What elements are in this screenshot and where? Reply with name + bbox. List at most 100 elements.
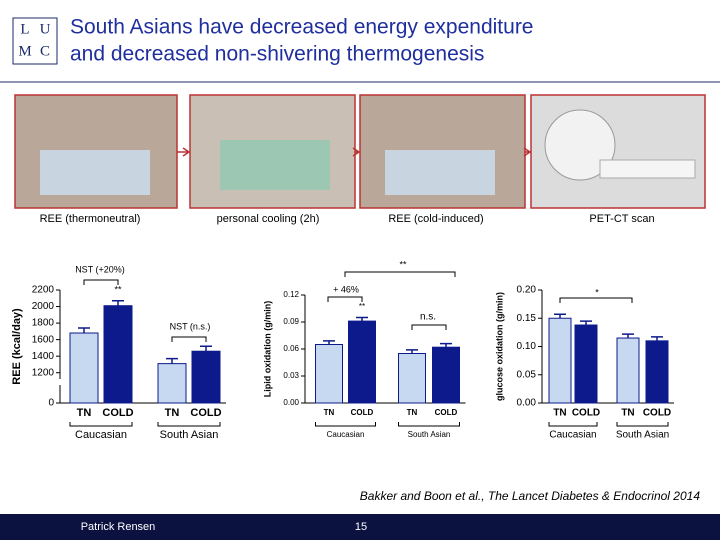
x-tick-label: COLD	[102, 407, 133, 419]
slide-title: and decreased non-shivering thermogenesi…	[70, 43, 484, 66]
y-tick-label: 0.10	[517, 341, 537, 352]
error-bar	[622, 333, 634, 339]
x-tick-label: COLD	[435, 408, 458, 417]
error-bar	[200, 345, 212, 352]
photo-detail	[385, 150, 495, 195]
group-label: Caucasian	[549, 430, 596, 441]
significance-bracket	[83, 279, 119, 285]
y-tick-label: 0.15	[517, 313, 537, 324]
arrow	[177, 147, 191, 157]
x-tick-label: TN	[621, 408, 634, 419]
group-bracket	[548, 422, 598, 427]
significance-bracket	[344, 271, 456, 277]
y-tick-label: 0.00	[517, 398, 537, 409]
y-tick-label: 1800	[32, 318, 55, 329]
arrow	[352, 147, 361, 157]
error-bar	[78, 327, 90, 334]
y-tick-label: 2000	[32, 301, 55, 312]
photo-caption: REE (thermoneutral)	[40, 213, 141, 225]
bar	[315, 344, 343, 404]
y-tick-label: 0.06	[283, 344, 299, 353]
annotation: n.s.	[420, 312, 436, 323]
annotation: **	[359, 302, 365, 311]
photo-detail	[599, 159, 696, 179]
bar	[191, 350, 221, 404]
annotation: **	[399, 259, 407, 269]
photo-detail	[220, 140, 330, 190]
x-tick-label: COLD	[351, 408, 374, 417]
bar	[574, 324, 598, 404]
y-tick-label: 2200	[32, 285, 55, 296]
bar	[645, 340, 669, 404]
photo-caption: REE (cold-induced)	[388, 213, 483, 225]
photos	[14, 94, 706, 209]
group-label: Caucasian	[327, 430, 365, 439]
photo-detail	[544, 109, 616, 181]
logo-letter: C	[40, 43, 50, 59]
group-bracket	[398, 422, 460, 427]
y-tick-label: 0.05	[517, 369, 537, 380]
significance-bracket	[411, 324, 447, 330]
x-tick-label: TN	[77, 407, 92, 419]
bar	[398, 353, 426, 404]
annotation: NST (+20%)	[75, 264, 125, 274]
bar	[432, 346, 460, 404]
axis-break	[54, 379, 230, 385]
error-bar	[166, 357, 178, 364]
bar	[616, 337, 640, 404]
y-tick-label: 1600	[32, 334, 55, 345]
y-tick-label: 0	[48, 398, 54, 409]
error-bar	[651, 336, 663, 341]
photo-caption: personal cooling (2h)	[217, 213, 320, 225]
annotation: NST (n.s.)	[170, 321, 211, 331]
x-tick-label: TN	[324, 408, 335, 417]
error-bar	[440, 342, 452, 348]
y-tick-label: 0.03	[283, 371, 299, 380]
x-tick-label: TN	[407, 408, 418, 417]
arrow	[523, 147, 532, 157]
significance-bracket	[171, 336, 207, 342]
annotation: *	[595, 287, 599, 297]
group-label: Caucasian	[75, 429, 127, 441]
group-bracket	[616, 422, 669, 427]
slide-title: South Asians have decreased energy expen…	[70, 16, 534, 39]
bar	[103, 305, 133, 404]
y-tick-label: 0.20	[517, 285, 537, 296]
x-tick-label: COLD	[572, 408, 600, 419]
logo-letter: U	[40, 21, 51, 37]
y-tick-label: 0.00	[283, 398, 299, 407]
error-bar	[580, 320, 592, 326]
group-bracket	[69, 422, 133, 427]
logo-letter: M	[18, 43, 31, 59]
y-tick-label: 1400	[32, 351, 55, 362]
error-bar	[356, 316, 368, 322]
citation: Bakker and Boon et al., The Lancet Diabe…	[360, 489, 701, 503]
x-tick-label: TN	[165, 407, 180, 419]
bar	[157, 363, 187, 404]
y-axis-label: glucose oxidation (g/min)	[494, 292, 504, 401]
bar	[548, 317, 572, 404]
group-label: South Asian	[408, 430, 451, 439]
error-bar	[112, 300, 124, 306]
error-bar	[323, 340, 335, 345]
annotation: **	[114, 284, 122, 294]
y-tick-label: 1200	[32, 367, 55, 378]
bar	[348, 320, 376, 404]
error-bar	[554, 313, 566, 319]
y-axis-label: REE (kcal/day)	[11, 308, 23, 385]
x-tick-label: COLD	[190, 407, 221, 419]
significance-bracket	[559, 297, 633, 303]
y-tick-label: 0.12	[283, 290, 299, 299]
photo-caption: PET-CT scan	[589, 213, 654, 225]
presenter: Patrick Rensen	[81, 521, 156, 533]
group-bracket	[315, 422, 376, 427]
footer	[0, 514, 720, 540]
page-number: 15	[355, 521, 367, 533]
logo-box	[12, 17, 58, 65]
y-axis-label: Lipid oxidation (g/min)	[262, 301, 272, 398]
photo-detail	[40, 150, 150, 195]
group-label: South Asian	[160, 429, 219, 441]
group-label: South Asian	[616, 430, 669, 441]
